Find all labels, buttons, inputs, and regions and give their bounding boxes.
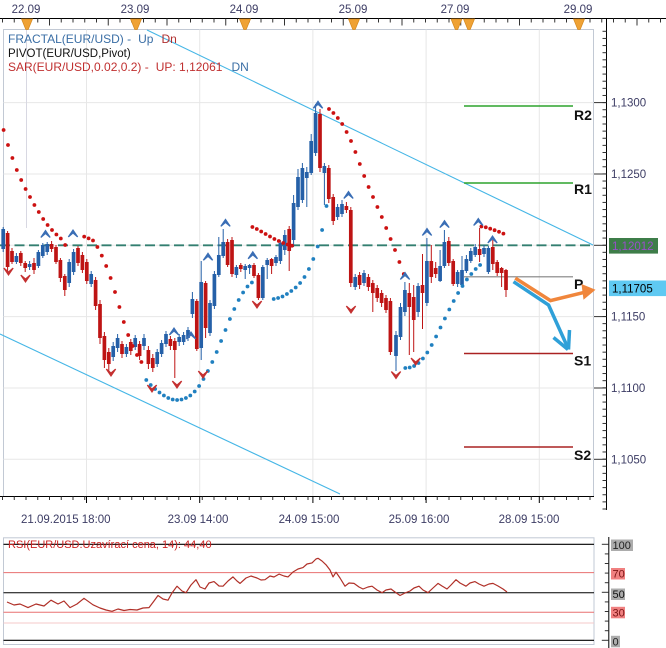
svg-text:25.09 16:00: 25.09 16:00 bbox=[389, 514, 450, 526]
svg-text:24.09: 24.09 bbox=[230, 4, 259, 16]
svg-text:1,11705: 1,11705 bbox=[612, 284, 653, 296]
svg-text:28.09 15:00: 28.09 15:00 bbox=[499, 514, 560, 526]
svg-text:22.09: 22.09 bbox=[12, 4, 41, 16]
svg-text:1,1150: 1,1150 bbox=[611, 312, 645, 324]
svg-text:1,1300: 1,1300 bbox=[611, 98, 646, 110]
svg-text:0: 0 bbox=[613, 636, 619, 648]
svg-text:24.09 15:00: 24.09 15:00 bbox=[279, 514, 340, 526]
svg-text:SAR(EUR/USD,0.02,0.2) -UP: 1,1: SAR(EUR/USD,0.02,0.2) - UP: 1,12061 DN bbox=[8, 60, 249, 74]
svg-text:1,1050: 1,1050 bbox=[611, 454, 646, 466]
svg-text:23.09: 23.09 bbox=[121, 4, 150, 16]
svg-text:27.09: 27.09 bbox=[441, 4, 470, 16]
svg-text:S2: S2 bbox=[574, 447, 591, 463]
svg-text:1,1250: 1,1250 bbox=[611, 169, 646, 181]
svg-text:50: 50 bbox=[613, 589, 625, 601]
svg-text:P: P bbox=[574, 276, 583, 292]
svg-text:PIVOT(EUR/USD,Pivot): PIVOT(EUR/USD,Pivot) bbox=[8, 48, 131, 60]
svg-text:S1: S1 bbox=[574, 353, 591, 369]
svg-text:R1: R1 bbox=[574, 181, 592, 197]
svg-text:21.09.2015 18:00: 21.09.2015 18:00 bbox=[21, 514, 111, 526]
svg-text:R2: R2 bbox=[574, 107, 592, 123]
svg-text:70: 70 bbox=[613, 569, 625, 581]
svg-text:25.09: 25.09 bbox=[339, 4, 368, 16]
svg-text:1,1100: 1,1100 bbox=[611, 383, 645, 395]
svg-text:1,12012: 1,12012 bbox=[612, 241, 654, 253]
svg-text:30: 30 bbox=[613, 607, 625, 619]
svg-text:RSI(EUR/USD.Uzavírací cena, 14: RSI(EUR/USD.Uzavírací cena, 14): 44,40 bbox=[8, 539, 212, 551]
svg-text:100: 100 bbox=[613, 540, 631, 552]
svg-text:29.09: 29.09 bbox=[564, 4, 593, 16]
svg-text:23.09 14:00: 23.09 14:00 bbox=[168, 514, 229, 526]
